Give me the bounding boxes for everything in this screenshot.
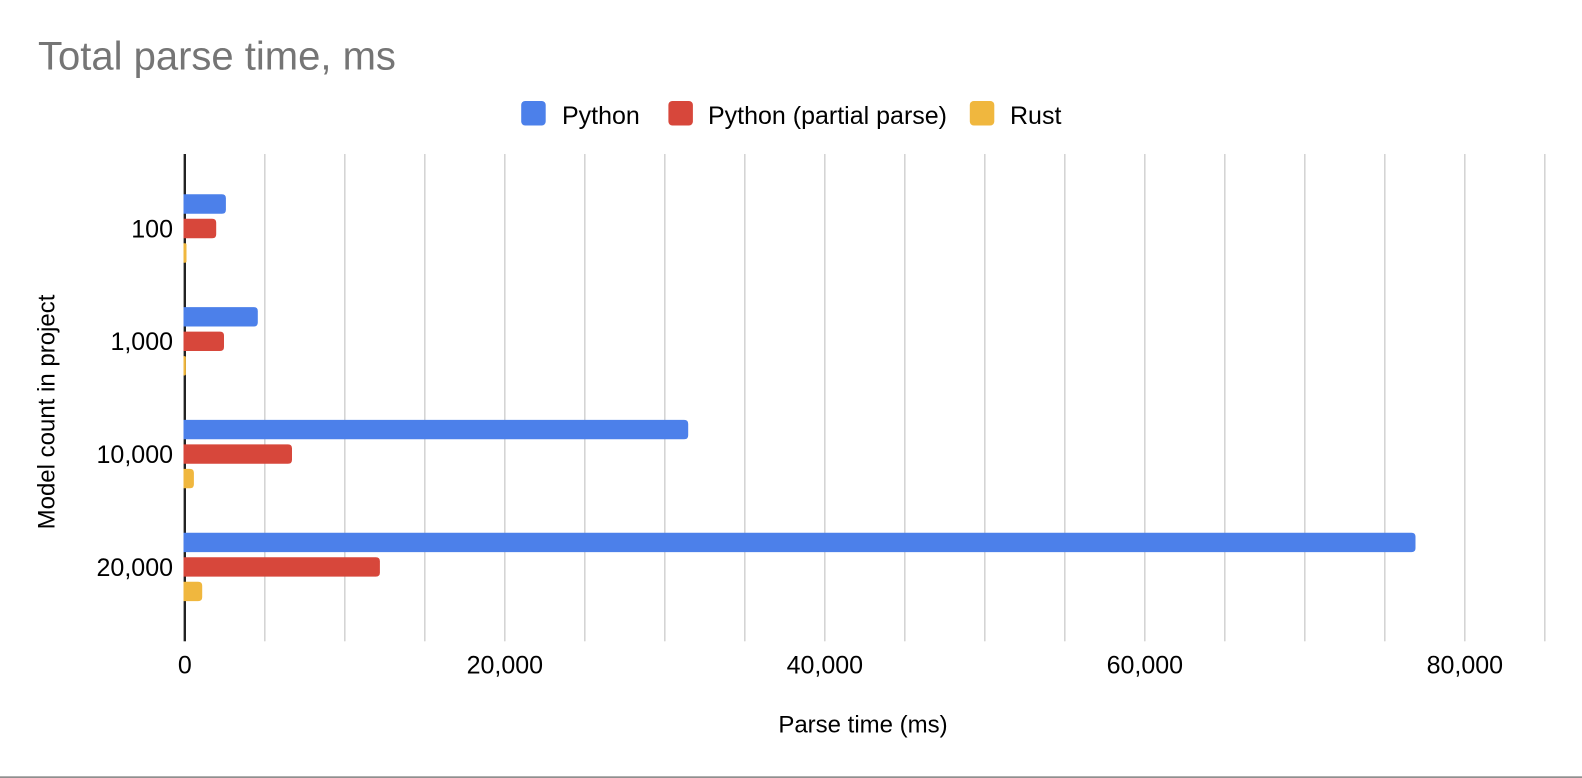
svg-text:80,000: 80,000 — [1427, 652, 1503, 680]
svg-text:10,000: 10,000 — [97, 441, 173, 469]
svg-text:20,000: 20,000 — [467, 652, 543, 680]
svg-text:Rust: Rust — [1010, 102, 1061, 130]
svg-text:Parse time (ms): Parse time (ms) — [778, 711, 947, 738]
svg-text:Python (partial parse): Python (partial parse) — [708, 102, 947, 130]
svg-text:100: 100 — [131, 215, 173, 243]
svg-text:0: 0 — [178, 652, 192, 680]
svg-text:20,000: 20,000 — [97, 554, 173, 582]
svg-text:Model count in project: Model count in project — [34, 294, 61, 529]
svg-text:Total parse time, ms: Total parse time, ms — [38, 35, 396, 79]
svg-text:1,000: 1,000 — [110, 328, 173, 356]
svg-text:60,000: 60,000 — [1107, 652, 1183, 680]
svg-text:40,000: 40,000 — [787, 652, 863, 680]
svg-text:Python: Python — [562, 102, 640, 130]
